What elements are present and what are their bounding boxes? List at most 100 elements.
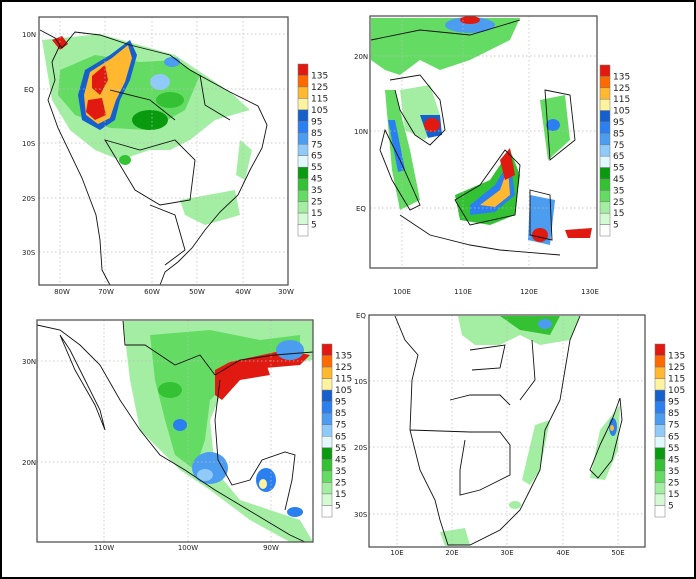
colorbar-label: 65 — [613, 152, 624, 162]
colorbar-swatch — [297, 98, 309, 111]
colorbar-label: 5 — [613, 221, 619, 231]
x-tick: 110E — [454, 288, 472, 296]
colorbar-label: 5 — [668, 501, 674, 511]
colorbar-swatch — [599, 64, 611, 77]
y-tick: 10S — [354, 378, 368, 386]
colorbar-label: 105 — [311, 106, 328, 116]
colorbar-swatch — [297, 224, 309, 237]
colorbar-label: 125 — [613, 84, 630, 94]
y-tick: 30S — [22, 249, 36, 257]
colorbar-swatch — [654, 378, 666, 391]
colorbar-label: 115 — [335, 375, 352, 385]
y-axis-ticks: 20N 10N EQ — [354, 53, 368, 213]
colorbar-swatch — [599, 190, 611, 203]
precip-field — [42, 34, 252, 225]
panel-southeast-asia: 20N 10N EQ 100E 110E 120E 130E 135 125115… — [354, 15, 630, 296]
colorbar-label: 115 — [668, 375, 685, 385]
colorbar-label: 45 — [335, 455, 346, 465]
colorbar-label: 25 — [311, 198, 322, 208]
colorbar-swatch — [654, 355, 666, 368]
colorbar-label: 55 — [613, 164, 624, 174]
x-tick: 110W — [94, 544, 114, 552]
colorbar-swatch — [654, 401, 666, 414]
colorbar-swatch — [297, 155, 309, 168]
colorbar-swatch — [599, 76, 611, 89]
colorbar-label: 115 — [613, 95, 630, 105]
colorbar-swatch — [599, 155, 611, 168]
colorbar-swatch — [321, 493, 333, 506]
colorbar-label: 35 — [613, 186, 624, 196]
colorbar-swatch — [599, 224, 611, 237]
colorbar-swatch — [297, 63, 309, 76]
precip-field — [440, 316, 620, 546]
colorbar-swatch — [297, 75, 309, 88]
colorbar-label: 75 — [613, 141, 624, 151]
colorbar-swatch — [321, 459, 333, 472]
x-tick: 120E — [520, 288, 538, 296]
x-tick: 80W — [54, 288, 70, 296]
colorbar-label: 15 — [668, 490, 679, 500]
x-tick: 40E — [556, 549, 569, 557]
colorbar-swatch — [321, 436, 333, 449]
x-tick: 30W — [278, 288, 294, 296]
x-tick: 100W — [178, 544, 198, 552]
colorbar-label: 35 — [311, 186, 322, 196]
y-tick: 30S — [354, 511, 368, 519]
colorbar-label: 15 — [311, 209, 322, 219]
colorbar-swatch — [654, 424, 666, 437]
colorbar-label: 135 — [335, 352, 352, 362]
colorbar-label: 125 — [335, 363, 352, 373]
colorbar-swatch — [654, 412, 666, 425]
colorbar-label: 105 — [613, 107, 630, 117]
colorbar-swatch — [297, 178, 309, 191]
colorbar-label: 135 — [668, 352, 685, 362]
colorbar-label: 35 — [335, 467, 346, 477]
colorbar-swatch — [599, 98, 611, 111]
x-tick: 20E — [445, 549, 458, 557]
panel-south-america: 10N EQ 10S 20S 30S 80W 70W 60W 50W 40W 3… — [22, 16, 328, 296]
colorbar-label: 95 — [668, 398, 679, 408]
colorbar-swatch — [321, 378, 333, 391]
colorbar-label: 105 — [668, 386, 685, 396]
x-tick: 70W — [98, 288, 114, 296]
x-axis-ticks: 110W 100W 90W — [94, 544, 279, 552]
colorbar-swatch — [321, 424, 333, 437]
colorbar-swatch — [321, 505, 333, 518]
map-frame — [368, 314, 646, 548]
coastline — [39, 29, 268, 286]
colorbar-swatch — [654, 343, 666, 356]
colorbar-swatch — [297, 201, 309, 214]
colorbar-label: 15 — [613, 209, 624, 219]
colorbar-swatch — [654, 470, 666, 483]
colorbar-swatch — [599, 212, 611, 225]
colorbar-swatch — [297, 121, 309, 134]
x-tick: 10E — [390, 549, 403, 557]
y-tick: 20N — [354, 53, 368, 61]
y-tick: 20S — [354, 444, 368, 452]
y-axis-ticks: 30N 20N — [22, 358, 36, 467]
colorbar-label: 135 — [311, 71, 328, 81]
coastline — [370, 19, 576, 256]
x-tick: 100E — [393, 288, 411, 296]
colorbar-swatch — [297, 109, 309, 122]
colorbar-label: 125 — [311, 83, 328, 93]
colorbar-label: 45 — [668, 455, 679, 465]
colorbar-swatch — [654, 447, 666, 460]
colorbar-swatch — [599, 87, 611, 100]
colorbar-swatch — [321, 447, 333, 460]
colorbar-label: 5 — [335, 501, 341, 511]
panel-southern-africa: EQ 10S 20S 30S 10E 20E 30E 40E 50E 13512… — [354, 312, 685, 557]
colorbar-swatch — [297, 132, 309, 145]
colorbar-label: 85 — [311, 129, 322, 139]
colorbar-swatch — [297, 86, 309, 99]
coastline — [36, 320, 314, 543]
colorbar-swatch — [321, 389, 333, 402]
colorbar-label: 55 — [311, 163, 322, 173]
colorbar-label: 85 — [613, 129, 624, 139]
colorbar-swatch — [654, 366, 666, 379]
colorbar-label: 65 — [311, 152, 322, 162]
y-tick: 10S — [22, 140, 36, 148]
